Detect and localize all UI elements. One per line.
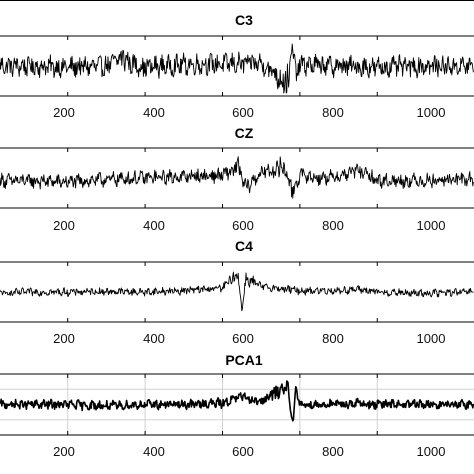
- x-tick-labels: 200 400 600 800 1000: [53, 218, 445, 233]
- axes-box: [0, 147, 474, 209]
- x-tick-label: 800: [322, 331, 344, 346]
- signal-trace: [0, 271, 474, 312]
- x-tick-label: 200: [53, 105, 75, 120]
- x-tick-label: 400: [143, 218, 165, 233]
- x-tick-label: 800: [322, 105, 344, 120]
- axes-box: [0, 35, 474, 97]
- panel-cz: CZ 200 400 600 800 1000: [0, 125, 474, 233]
- panel-title: C3: [235, 12, 253, 28]
- x-tick-labels: 200 400 600 800 1000: [53, 331, 445, 346]
- x-tick-label: 800: [322, 444, 344, 459]
- x-tick-label: 600: [232, 444, 254, 459]
- x-axis-ticks: [67, 148, 378, 208]
- x-tick-label: 400: [143, 331, 165, 346]
- signal-trace: [0, 43, 474, 94]
- panel-c3: C3 200 400 600 800 1000: [0, 12, 474, 120]
- x-axis-ticks: [67, 374, 378, 435]
- x-tick-labels: 200 400 600 800 1000: [53, 105, 445, 120]
- x-tick-label: 200: [53, 331, 75, 346]
- signal-trace: [0, 156, 474, 199]
- x-tick-label: 1000: [417, 444, 446, 459]
- x-tick-label: 600: [232, 218, 254, 233]
- x-tick-label: 1000: [417, 105, 446, 120]
- panel-title: CZ: [235, 125, 254, 141]
- x-tick-label: 400: [143, 444, 165, 459]
- panel-pca1: PCA1 200 400 600 800 1000: [0, 352, 474, 459]
- panel-title: PCA1: [225, 352, 263, 368]
- axes-box: [0, 261, 474, 323]
- x-tick-label: 200: [53, 444, 75, 459]
- x-tick-label: 400: [143, 105, 165, 120]
- panel-c4: C4 200 400 600 800 1000: [0, 238, 474, 346]
- x-tick-label: 200: [53, 218, 75, 233]
- x-axis-ticks: [67, 262, 378, 322]
- x-tick-label: 600: [232, 331, 254, 346]
- signal-trace: [0, 380, 474, 422]
- x-tick-label: 800: [322, 218, 344, 233]
- x-tick-label: 600: [232, 105, 254, 120]
- x-tick-label: 1000: [417, 331, 446, 346]
- panel-title: C4: [235, 238, 253, 254]
- axes-box: [0, 373, 474, 436]
- x-axis-ticks: [67, 36, 378, 96]
- x-tick-labels: 200 400 600 800 1000: [53, 444, 445, 459]
- x-tick-label: 1000: [417, 218, 446, 233]
